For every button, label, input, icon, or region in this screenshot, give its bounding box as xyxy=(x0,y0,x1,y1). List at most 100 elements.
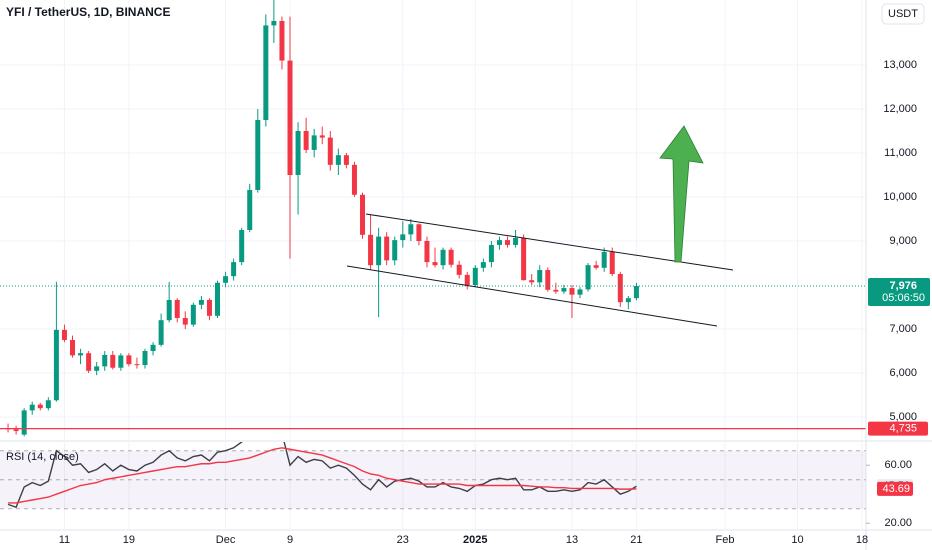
candle-body xyxy=(537,270,543,283)
currency: USDT xyxy=(888,8,918,20)
candle-body xyxy=(400,234,406,241)
candle-body xyxy=(271,20,277,26)
candle-body xyxy=(424,240,430,263)
candle-body xyxy=(303,130,309,150)
candle-body xyxy=(70,339,76,356)
last-price-label: 7,976 xyxy=(889,280,917,292)
candle-body xyxy=(311,135,317,150)
price-pane xyxy=(0,0,866,437)
candle-body xyxy=(150,344,156,351)
candle-body xyxy=(110,354,116,368)
candle-body xyxy=(94,366,100,371)
candle-body xyxy=(384,236,390,261)
candle-body xyxy=(198,299,204,305)
candle-body xyxy=(295,130,301,175)
candle-body xyxy=(496,240,502,245)
y-tick-label: 9,000 xyxy=(889,235,917,247)
rsi-value-box xyxy=(877,481,913,496)
candle-body xyxy=(408,224,414,235)
candle-body xyxy=(319,135,325,138)
candle-body xyxy=(21,410,27,435)
x-tick-label: 19 xyxy=(123,534,135,546)
x-tick-label: Feb xyxy=(716,534,735,546)
candle-body xyxy=(206,299,212,316)
candle-body xyxy=(529,280,535,283)
y-tick-label: 6,000 xyxy=(889,367,917,379)
candle-body xyxy=(255,119,261,190)
candle-body xyxy=(166,299,172,321)
candle-body xyxy=(37,404,43,409)
last-price-box xyxy=(868,278,930,307)
x-tick-label: 10 xyxy=(791,534,803,546)
candle-body xyxy=(215,282,221,316)
candle-body xyxy=(190,304,196,325)
rsi-line xyxy=(7,442,637,509)
candle-body xyxy=(158,320,164,345)
channel-upper xyxy=(365,213,734,271)
grid xyxy=(0,0,866,529)
candle-body xyxy=(45,400,51,409)
y-tick-label: 12,000 xyxy=(883,103,917,115)
candle-body xyxy=(368,234,374,266)
candle-body xyxy=(78,353,84,356)
level-label-box xyxy=(868,421,928,436)
candle-body xyxy=(448,249,454,265)
rsi-tick-label: 60.00 xyxy=(884,459,912,471)
candle-body xyxy=(343,155,349,165)
candle-body xyxy=(440,249,446,266)
candle-body xyxy=(609,251,615,274)
candle-body xyxy=(174,299,180,318)
candle-body xyxy=(142,350,148,366)
candle-body xyxy=(569,288,575,295)
candle-body xyxy=(360,194,366,235)
candle-body xyxy=(118,355,124,368)
x-tick-label: 23 xyxy=(397,534,409,546)
candle-body xyxy=(601,251,607,268)
candle-body xyxy=(521,237,527,281)
candle-body xyxy=(545,270,551,290)
candle-body xyxy=(86,353,92,371)
up-arrow xyxy=(659,125,704,263)
candle-body xyxy=(505,240,511,245)
candle-body xyxy=(263,25,269,120)
candle-body xyxy=(553,289,559,292)
y-tick-label: 11,000 xyxy=(884,147,917,159)
candle-body xyxy=(53,329,59,401)
candle-body xyxy=(287,60,293,175)
candle-body xyxy=(416,224,422,241)
candle-body xyxy=(134,364,140,366)
candle-body xyxy=(456,264,462,275)
x-tick-label: 11 xyxy=(59,534,70,546)
candle-body xyxy=(617,273,623,303)
candle-body xyxy=(247,189,253,230)
candle-body xyxy=(480,262,486,268)
x-tick-label: 13 xyxy=(566,534,578,546)
candle-body xyxy=(102,354,108,367)
candle-body xyxy=(513,237,519,245)
currency-box[interactable] xyxy=(881,3,925,25)
candle-body xyxy=(351,164,357,195)
channel-lower xyxy=(346,265,718,327)
candle-body xyxy=(327,137,333,165)
rsi-title: RSI (14, close) xyxy=(6,451,79,463)
candle-body xyxy=(625,298,631,303)
candle-body xyxy=(464,274,470,285)
candle-body xyxy=(577,289,583,295)
candle-body xyxy=(488,244,494,263)
axes: 11 19 Dec 9 23 2025 13 21 Feb 10 18 5,000 6,000 7,000… xyxy=(59,59,930,546)
rsi-tick-label: 20.00 xyxy=(884,517,912,529)
candle-body xyxy=(585,265,591,290)
candle-body xyxy=(633,286,639,299)
chart-title: YFI / TetherUS, 1D, BINANCE xyxy=(6,5,170,19)
x-tick-label: 2025 xyxy=(463,534,487,546)
candle-body xyxy=(61,329,67,340)
y-tick-label: 13,000 xyxy=(883,59,917,71)
x-tick-label: 9 xyxy=(287,534,293,546)
candle-body xyxy=(335,155,341,165)
x-tick-label: 21 xyxy=(630,534,642,546)
rsi-line xyxy=(8,447,637,504)
candle-body xyxy=(593,265,599,268)
y-tick-label: 5,000 xyxy=(889,411,917,423)
candle-body xyxy=(126,355,132,365)
